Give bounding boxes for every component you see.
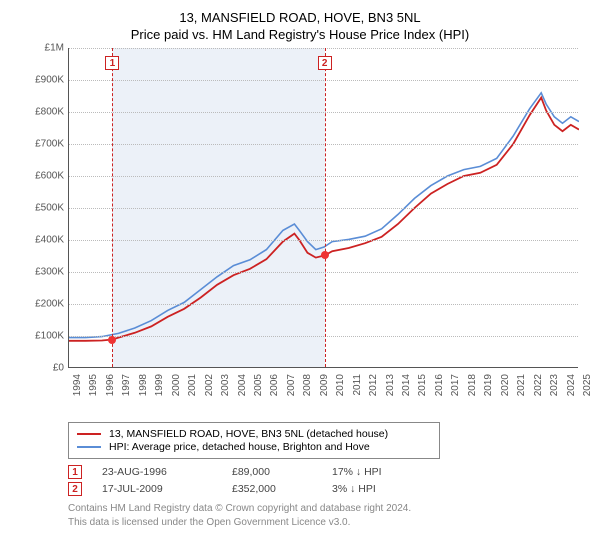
chart-title-main: 13, MANSFIELD ROAD, HOVE, BN3 5NL [12,10,588,25]
x-tick-label: 2022 [533,374,544,396]
y-tick-label: £1M [45,43,64,54]
x-tick-label: 1998 [138,374,149,396]
legend-label: HPI: Average price, detached house, Brig… [109,441,370,453]
gridline [69,208,578,209]
x-tick-label: 1994 [72,374,83,396]
legend-swatch [77,446,101,448]
x-tick-label: 2002 [204,374,215,396]
y-tick-label: £700K [35,139,64,150]
footer-line1: Contains HM Land Registry data © Crown c… [68,502,578,516]
x-tick-label: 2004 [237,374,248,396]
gridline [69,272,578,273]
x-tick-label: 2016 [434,374,445,396]
legend-swatch [77,433,101,435]
event-marker-dot [108,336,116,344]
x-tick-label: 2010 [335,374,346,396]
event-marker-badge: 2 [318,56,332,70]
x-tick-label: 2020 [500,374,511,396]
event-marker-dot [321,251,329,259]
event-badge: 2 [68,482,82,496]
x-tick-label: 2009 [319,374,330,396]
gridline [69,176,578,177]
x-tick-label: 2017 [450,374,461,396]
y-tick-label: £200K [35,299,64,310]
chart-container: 13, MANSFIELD ROAD, HOVE, BN3 5NL Price … [0,0,600,537]
x-tick-label: 2000 [171,374,182,396]
y-tick-label: £300K [35,267,64,278]
y-axis-labels: £0£100K£200K£300K£400K£500K£600K£700K£80… [22,48,68,368]
x-tick-label: 1999 [154,374,165,396]
event-delta: 3% ↓ HPI [332,483,376,495]
event-date: 17-JUL-2009 [102,483,212,495]
y-tick-label: £100K [35,331,64,342]
x-axis-labels: 1994 1995 1996 1997 1998 1999 2000 2001 2002 2003… [68,370,578,416]
y-tick-label: £400K [35,235,64,246]
y-tick-label: £800K [35,107,64,118]
gridline [69,144,578,145]
gridline [69,336,578,337]
footer-line2: This data is licensed under the Open Gov… [68,516,578,530]
x-tick-label: 1997 [121,374,132,396]
event-marker-badge: 1 [105,56,119,70]
x-tick-label: 2025 [582,374,593,396]
x-tick-label: 2001 [187,374,198,396]
footer-attribution: Contains HM Land Registry data © Crown c… [68,502,578,529]
event-date: 23-AUG-1996 [102,466,212,478]
event-badge: 1 [68,465,82,479]
x-tick-label: 2006 [269,374,280,396]
legend-row: 13, MANSFIELD ROAD, HOVE, BN3 5NL (detac… [77,428,431,440]
event-price: £352,000 [232,483,312,495]
events-table: 1 23-AUG-1996 £89,000 17% ↓ HPI 2 17-JUL-2009… [68,465,578,496]
chart-title-sub: Price paid vs. HM Land Registry's House … [12,27,588,42]
x-tick-label: 2003 [220,374,231,396]
legend-row: HPI: Average price, detached house, Brig… [77,441,431,453]
x-tick-label: 2024 [566,374,577,396]
x-tick-label: 2008 [302,374,313,396]
x-tick-label: 1996 [105,374,116,396]
gridline [69,112,578,113]
x-tick-label: 2023 [549,374,560,396]
event-row: 2 17-JUL-2009 £352,000 3% ↓ HPI [68,482,578,496]
event-marker-line [112,48,113,367]
event-row: 1 23-AUG-1996 £89,000 17% ↓ HPI [68,465,578,479]
chart-area: £0 £100K £200K £300K £400K £500K £600K £700K £80… [22,48,582,388]
y-tick-label: £0 [53,363,64,374]
event-delta: 17% ↓ HPI [332,466,382,478]
y-tick-label: £600K [35,171,64,182]
x-tick-label: 2014 [401,374,412,396]
gridline [69,240,578,241]
x-tick-label: 2007 [286,374,297,396]
y-tick-label: £900K [35,75,64,86]
x-tick-label: 1995 [88,374,99,396]
event-price: £89,000 [232,466,312,478]
x-tick-label: 2011 [352,374,363,396]
x-tick-label: 2013 [385,374,396,396]
gridline [69,80,578,81]
y-tick-label: £500K [35,203,64,214]
legend-box: 13, MANSFIELD ROAD, HOVE, BN3 5NL (detac… [68,422,440,459]
event-marker-line [325,48,326,367]
x-tick-label: 2005 [253,374,264,396]
plot-area: 12 [68,48,578,368]
gridline [69,48,578,49]
gridline [69,304,578,305]
x-tick-label: 2019 [483,374,494,396]
x-tick-label: 2012 [368,374,379,396]
x-tick-label: 2021 [516,374,527,396]
legend-label: 13, MANSFIELD ROAD, HOVE, BN3 5NL (detac… [109,428,388,440]
x-tick-label: 2015 [417,374,428,396]
x-tick-label: 2018 [467,374,478,396]
